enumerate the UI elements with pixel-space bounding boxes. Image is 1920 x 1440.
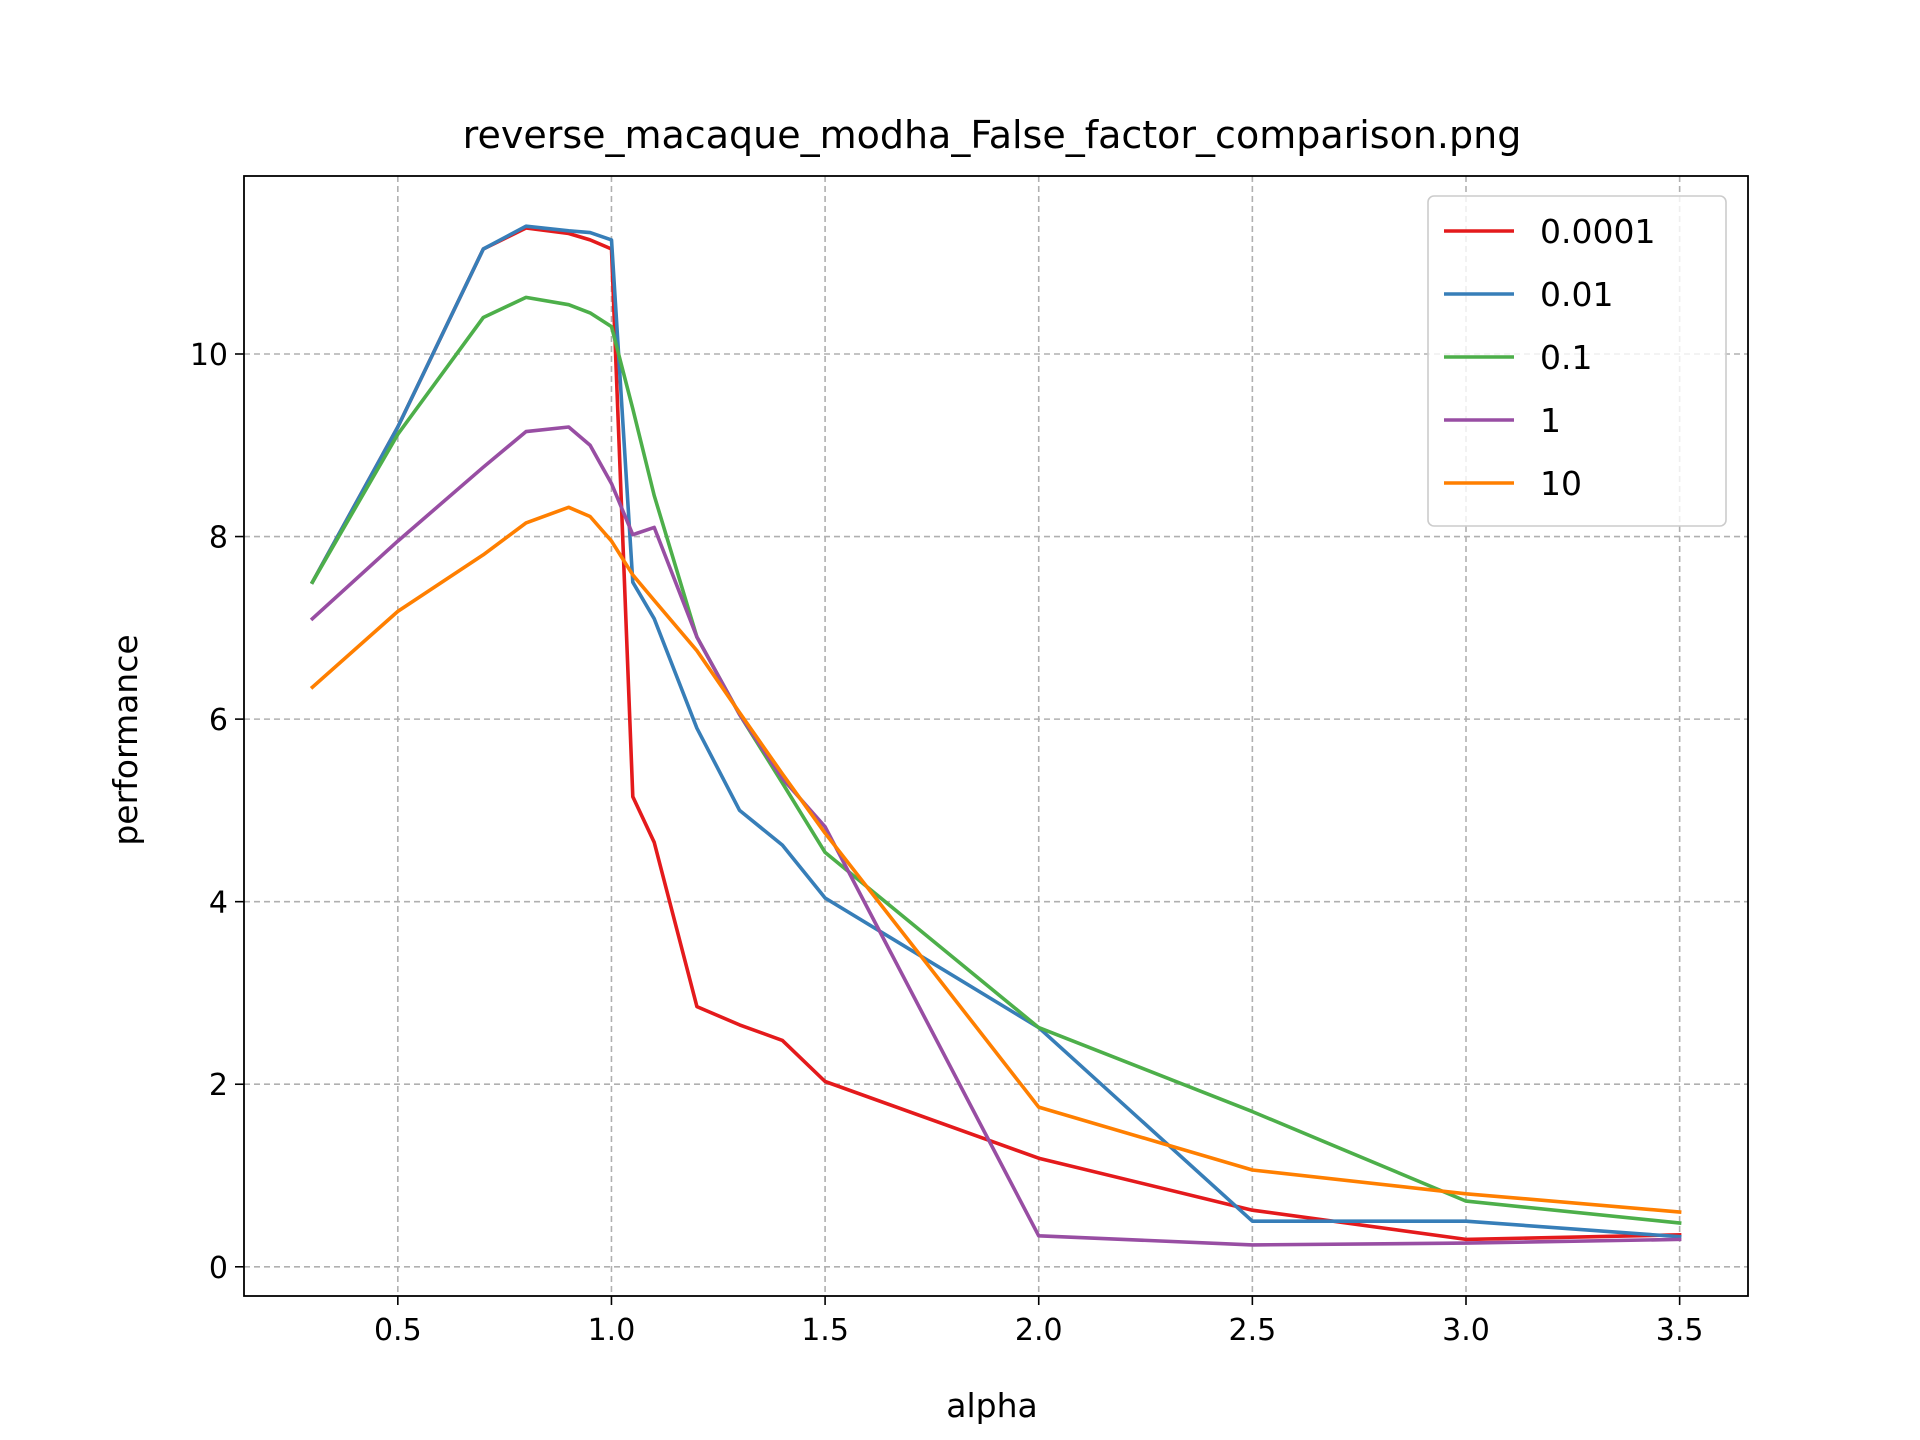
legend-box <box>1427 195 1727 527</box>
x-axis-label: alpha <box>946 1386 1037 1425</box>
x-tick-label: 1.0 <box>588 1313 636 1348</box>
ticks-layer: 0.5 1.0 1.5 2.0 2.5 3.0 3.5 0 2 4 6 8 10 <box>190 338 1704 1348</box>
y-tick-label: 6 <box>209 703 228 738</box>
x-tick-label: 0.5 <box>374 1313 422 1348</box>
y-tick-label: 2 <box>209 1068 228 1103</box>
legend: 0.0001 0.01 0.1 1 10 <box>1427 195 1727 527</box>
y-tick-label: 4 <box>209 886 228 921</box>
axes-frame <box>243 175 1749 1297</box>
x-tick-label: 2.5 <box>1229 1313 1277 1348</box>
y-axis-label: performance <box>106 634 145 845</box>
x-tick-label: 3.5 <box>1656 1313 1704 1348</box>
legend-label: 0.0001 <box>1540 212 1655 251</box>
legend-label: 10 <box>1540 464 1582 503</box>
y-tick-label: 8 <box>209 521 228 556</box>
x-tick-label: 1.5 <box>801 1313 849 1348</box>
series-line-1 <box>309 425 1682 1247</box>
chart-title: reverse_macaque_modha_False_factor_compa… <box>463 113 1522 157</box>
y-tick-label: 0 <box>209 1251 228 1286</box>
legend-label: 0.1 <box>1540 338 1592 377</box>
x-tick-label: 2.0 <box>1015 1313 1063 1348</box>
series-line-10 <box>309 505 1682 1214</box>
series-layer <box>309 224 1682 1247</box>
x-tick-label: 3.0 <box>1442 1313 1490 1348</box>
legend-label: 0.01 <box>1540 275 1613 314</box>
legend-label: 1 <box>1540 401 1561 440</box>
series-line-0.1 <box>309 295 1682 1225</box>
series-line-0.01 <box>309 224 1682 1239</box>
y-tick-label: 10 <box>190 338 228 373</box>
